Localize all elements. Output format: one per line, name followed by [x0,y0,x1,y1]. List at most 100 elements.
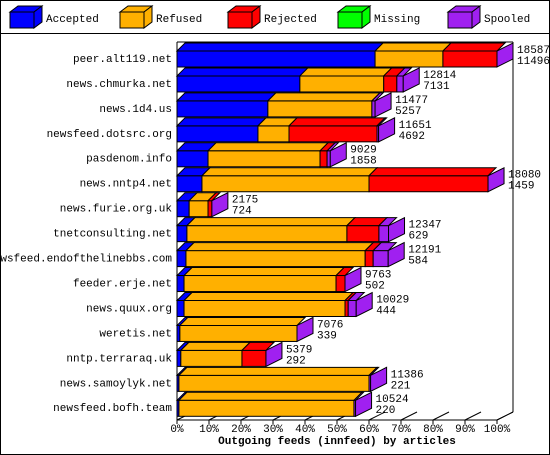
legend-label: Accepted [46,14,99,26]
bar-top [367,366,380,376]
bar-top [441,42,507,52]
bar-label: 724 [232,206,252,218]
x-tick [400,411,418,421]
bar-top [185,217,357,227]
bar-side [344,266,362,293]
bar-label: 502 [365,280,385,292]
x-tick-label: 60% [359,424,379,436]
y-tick-label: news.furie.org.uk [60,204,173,216]
bar-label: 10524 [376,394,409,406]
bar-top [177,391,364,401]
bar-label: 1858 [350,156,376,168]
bar-label: 629 [409,231,429,243]
bar-top [266,92,382,102]
bar-top [240,341,276,351]
legend-label: Refused [156,14,202,26]
bar-segment [176,175,203,193]
x-tick [464,411,482,421]
bar-segment [241,349,267,367]
legend-swatch [447,11,473,29]
bar-label: 444 [376,305,396,317]
bar-segment [396,75,404,93]
legend-swatch [119,11,145,29]
bar-label: 11477 [395,95,428,107]
bar-top [334,267,355,277]
y-tick-label: peer.alt119.net [73,54,172,66]
bar-side [355,391,373,418]
bar-segment [207,150,321,168]
x-axis-label: Outgoing feeds (innfeed) by articles [218,436,456,448]
bar-top [367,167,498,177]
x-tick [432,411,450,421]
bar-label: 5379 [286,344,312,356]
bar-side [370,366,388,393]
bar-top [371,242,398,252]
bar-top [175,42,385,52]
bar-segment [179,324,298,342]
bar-segment [176,100,269,118]
bar-segment [267,100,373,118]
bar-label: 7076 [317,319,343,331]
y-tick-label: nntp.terraraq.uk [66,353,172,365]
bar-segment [372,250,389,268]
bar-segment [347,300,357,317]
bar-segment [335,275,346,293]
y-tick-label: newsfeed.bofh.team [53,403,172,415]
bar-segment [364,250,374,268]
y-tick-label: news.chmurka.net [66,79,172,91]
bar-top [370,92,385,102]
x-tick-label: 100% [484,424,511,436]
bar-side [402,67,420,93]
y-tick-label: pasdenom.info [86,154,172,166]
legend-label: Rejected [264,14,317,26]
bar-top [375,117,388,127]
legend-swatch [9,11,35,29]
legend-swatch [471,5,481,29]
bar-top [175,92,278,102]
bar-side [265,341,283,368]
bar-segment [185,250,366,268]
x-tick-label: 50% [327,424,347,436]
bar-side [374,92,392,118]
bar-segment [288,125,378,143]
legend-swatch [337,11,363,29]
x-tick [496,411,514,421]
x-tick-label: 10% [199,424,219,436]
bar-top [377,217,398,227]
bar-top [206,142,330,152]
bar-top [175,117,268,127]
bar-label: 12347 [409,220,442,232]
legend-swatch [227,11,253,29]
bar-segment [378,225,390,243]
bar-label: 4692 [399,131,425,143]
bar-segment [186,225,348,243]
y-tick-label: newsfeed.endofthelinebbs.com [0,254,172,266]
bar-top [175,67,310,77]
x-tick-label: 30% [263,424,283,436]
bar-label: 11386 [391,369,424,381]
bar-label: 11496 [517,56,550,68]
y-tick-label: newsfeed.dotsrc.org [47,129,172,141]
x-tick-label: 90% [455,424,475,436]
legend-label: Missing [374,14,420,26]
bar-label: 18080 [508,170,541,182]
y-tick-label: news.1d4.us [99,104,172,116]
bar-label: 12814 [423,70,456,82]
bar-top [177,366,379,376]
bar-segment [176,275,185,293]
y-tick-label: feeder.erje.net [73,278,172,290]
bar-segment [176,150,209,168]
bar-segment [176,349,182,367]
bar-side [355,291,373,318]
bar-side [378,117,396,143]
bar-label: 339 [317,330,337,342]
bar-label: 292 [286,355,306,367]
bar-side [296,316,314,343]
bar-top [287,117,387,127]
bar-segment [183,275,337,293]
bar-segment [176,225,188,243]
bar-label: 9763 [365,269,391,281]
bar-top [298,67,393,77]
bar-top [182,292,355,301]
bar-top [182,267,346,277]
